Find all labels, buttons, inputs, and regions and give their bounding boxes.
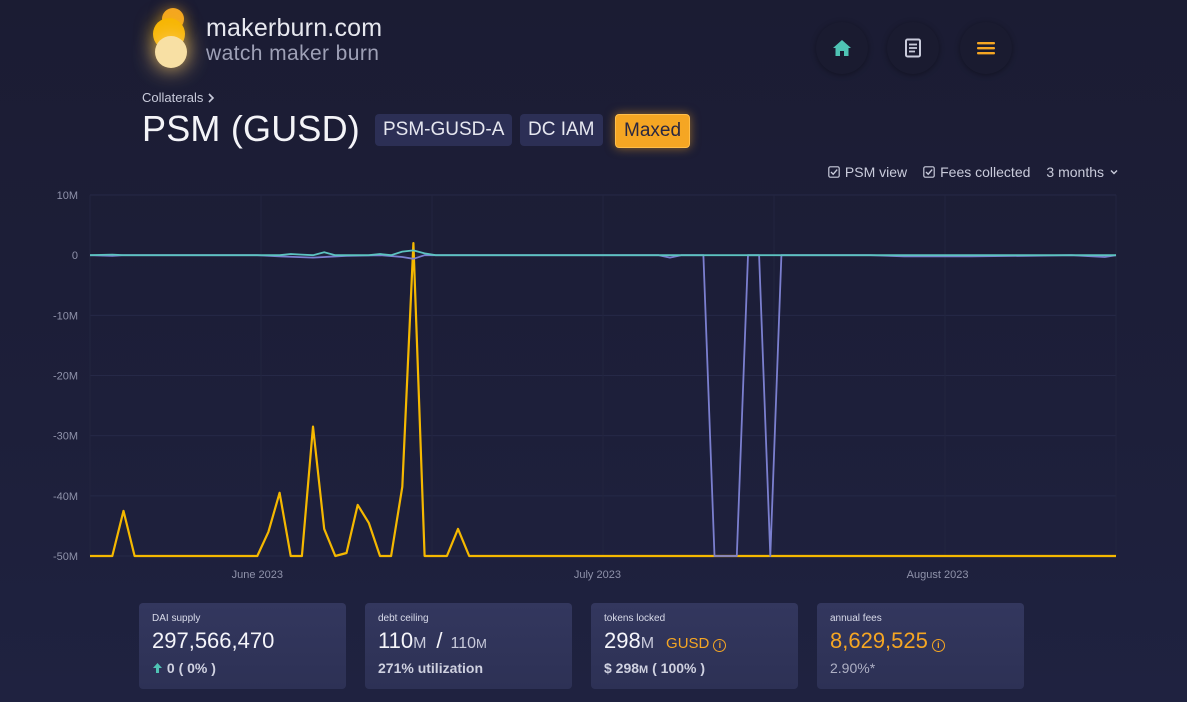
maxed-badge: Maxed — [615, 114, 691, 148]
annual-fees-card: annual fees 8,629,525 i 2.90%* — [817, 603, 1024, 689]
debt-ceiling-value: 110 M / 110 M — [378, 628, 559, 654]
brand[interactable]: makerburn.com watch maker burn — [206, 14, 382, 66]
makerburn-logo[interactable] — [148, 6, 198, 72]
info-icon[interactable]: i — [931, 639, 945, 652]
tokens-locked-value: 298 M GUSD i — [604, 628, 785, 654]
psm-view-toggle[interactable]: PSM view — [828, 164, 907, 180]
utilization: 271% utilization — [378, 660, 484, 676]
card-label: annual fees — [830, 613, 882, 624]
card-label: tokens locked — [604, 613, 666, 624]
arrow-up-icon — [153, 663, 162, 673]
tokens-value: 298 — [604, 628, 641, 653]
x-tick-label: July 2023 — [574, 569, 621, 581]
tokens-usd: $ 298M ( 100% ) — [604, 660, 785, 676]
x-tick-label: August 2023 — [907, 569, 969, 581]
tokens-locked-card: tokens locked 298 M GUSD i $ 298M ( 100% … — [591, 603, 798, 689]
usd-value: $ 298 — [604, 660, 640, 676]
debt-max: 110 — [450, 635, 477, 652]
y-tick-label: 10M — [57, 190, 78, 202]
card-label: DAI supply — [152, 613, 201, 624]
checkbox-checked-icon — [828, 166, 840, 178]
site-name: makerburn.com — [206, 14, 383, 42]
chevron-down-icon — [1110, 170, 1118, 175]
tokens-unit: M — [640, 635, 655, 652]
psm-view-label: PSM view — [844, 164, 908, 180]
y-tick-label: 0 — [72, 250, 78, 262]
page-title: PSM (GUSD) — [142, 108, 360, 149]
dai-supply-value: 297,566,470 — [152, 628, 275, 653]
usd-percent: ( 100% ) — [652, 660, 706, 676]
breadcrumb-collaterals[interactable]: Collaterals — [142, 90, 204, 105]
home-icon — [833, 40, 851, 56]
debt-value: 110 — [378, 628, 414, 653]
chart-controls: PSM view Fees collected 3 months — [828, 164, 1119, 180]
change-percent: ( 0% ) — [178, 660, 216, 676]
fees-collected-toggle[interactable]: Fees collected — [923, 164, 1030, 180]
usd-unit: M — [639, 664, 649, 676]
site-tagline: watch maker burn — [206, 42, 380, 65]
debt-ceiling-card: debt ceiling 110 M / 110 M 271% utilizatio… — [365, 603, 572, 689]
debt-unit: M — [413, 635, 427, 652]
change-amount: 0 — [166, 660, 175, 676]
debt-max-unit: M — [476, 636, 487, 651]
ilk-badge: PSM-GUSD-A — [375, 114, 513, 146]
fees-value: 8,629,525 — [830, 628, 928, 653]
home-button[interactable] — [816, 22, 868, 74]
dai-supply-card: DAI supply 297,566,470 0 ( 0% ) — [139, 603, 346, 689]
annual-fees-value: 8,629,525 i — [830, 628, 1011, 654]
dc-iam-badge: DC IAM — [520, 114, 603, 146]
y-tick-label: -50M — [53, 551, 78, 563]
range-value: 3 months — [1046, 164, 1104, 180]
y-tick-label: -40M — [53, 491, 78, 503]
psm-chart[interactable]: 10M 0 -10M -20M -30M -40M -50M June 2023 July 20… — [0, 180, 1187, 595]
breadcrumb[interactable]: Collaterals — [142, 90, 215, 105]
chevron-right-icon — [208, 92, 215, 103]
x-tick-label: June 2023 — [232, 569, 283, 581]
series-line-2 — [89, 249, 1116, 257]
y-tick-label: -30M — [53, 431, 78, 443]
fees-rate: 2.90%* — [830, 660, 876, 676]
token-symbol[interactable]: GUSD — [666, 635, 710, 652]
documentation-button[interactable] — [887, 22, 939, 74]
series-line-0 — [90, 242, 1116, 558]
card-label: debt ceiling — [378, 613, 429, 624]
document-icon — [905, 38, 921, 58]
checkbox-checked-icon — [923, 166, 935, 178]
y-tick-label: -10M — [53, 310, 78, 322]
range-select[interactable]: 3 months — [1046, 164, 1119, 180]
separator: / — [436, 628, 443, 653]
info-icon[interactable]: i — [713, 639, 727, 652]
dai-supply-change: 0 ( 0% ) — [152, 660, 333, 676]
menu-button[interactable] — [960, 22, 1012, 74]
fees-collected-label: Fees collected — [940, 164, 1031, 180]
logo-dot-bottom — [155, 36, 187, 68]
y-tick-label: -20M — [53, 371, 78, 383]
menu-icon — [977, 42, 995, 55]
